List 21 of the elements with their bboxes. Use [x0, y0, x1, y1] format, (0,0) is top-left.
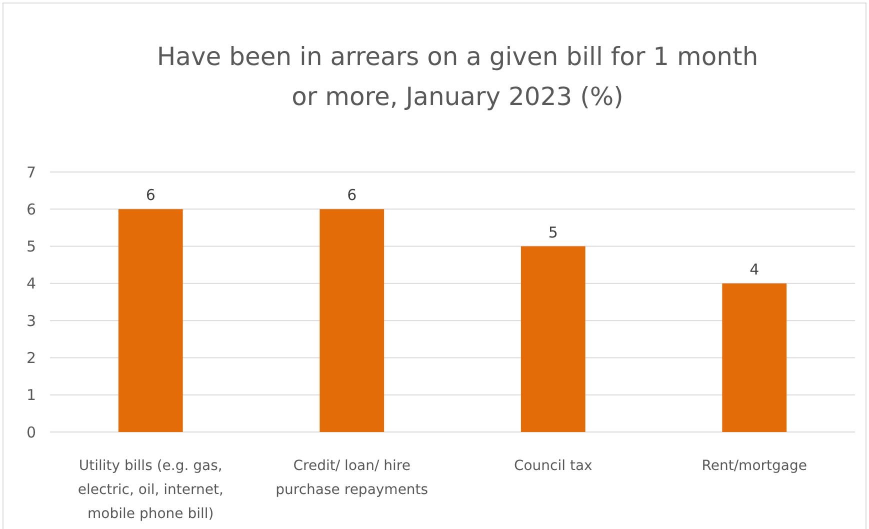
bar	[118, 209, 183, 432]
x-tick-label: Council tax	[514, 458, 592, 474]
y-tick-label: 0	[26, 423, 36, 442]
y-tick-label: 3	[26, 312, 36, 330]
bar	[722, 283, 787, 432]
y-tick-label: 4	[26, 274, 36, 293]
x-tick-label: Rent/mortgage	[702, 458, 807, 474]
bar	[520, 246, 586, 432]
y-tick-label: 2	[26, 348, 36, 367]
x-tick-label: Credit/ loan/ hire purchase repayments	[276, 458, 428, 498]
data-label: 4	[750, 260, 760, 278]
chart-title: Have been in arrears on a given bill for 1 month or more, January 2023 (%)	[156, 42, 758, 111]
data-label: 6	[146, 186, 156, 204]
y-tick-label: 6	[26, 200, 36, 218]
bar	[320, 209, 384, 432]
y-tick-label: 5	[26, 238, 36, 256]
y-tick-label: 1	[26, 386, 36, 404]
x-tick-label: Utility bills (e.g. gas, electric, oil, internet, mobile phone bill)	[78, 458, 224, 522]
data-label: 6	[347, 186, 357, 204]
data-label: 5	[548, 223, 558, 242]
y-tick-label: 7	[26, 163, 36, 182]
